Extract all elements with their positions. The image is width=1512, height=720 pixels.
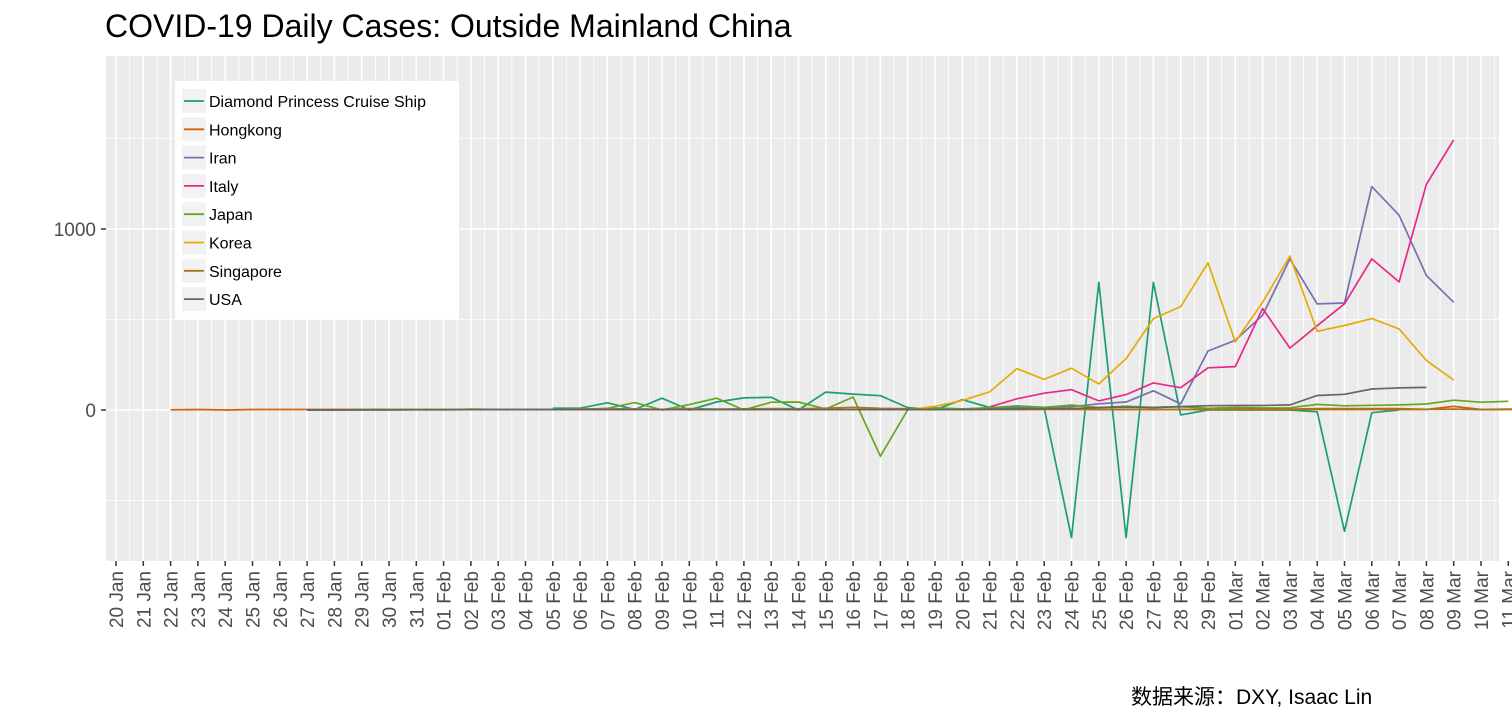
- x-tick-label: 28 Jan: [325, 571, 346, 628]
- x-tick-label: 25 Jan: [244, 571, 265, 628]
- x-tick-label: 08 Feb: [626, 571, 647, 630]
- x-tick-label: 20 Feb: [953, 571, 974, 630]
- legend-label: Italy: [209, 179, 238, 196]
- legend-label: Korea: [209, 236, 252, 253]
- x-tick-label: 27 Feb: [1144, 571, 1165, 630]
- x-tick-label: 31 Jan: [407, 571, 428, 628]
- legend-label: Singapore: [209, 264, 282, 281]
- y-axis: 0 1000: [54, 220, 106, 422]
- y-tick-label: 0: [85, 401, 96, 422]
- x-tick-label: 08 Mar: [1417, 570, 1438, 630]
- x-tick-label: 11 Feb: [708, 571, 729, 629]
- series-lines: [170, 139, 1512, 539]
- x-tick-label: 10 Mar: [1472, 570, 1493, 630]
- x-tick-label: 02 Mar: [1254, 570, 1275, 630]
- x-tick-label: 13 Feb: [762, 571, 783, 630]
- x-tick-label: 05 Feb: [544, 571, 565, 630]
- legend-label: USA: [209, 292, 242, 309]
- x-tick-label: 23 Jan: [189, 571, 210, 628]
- x-tick-label: 03 Feb: [489, 571, 510, 630]
- x-tick-label: 27 Jan: [298, 571, 319, 628]
- x-tick-label: 21 Jan: [134, 571, 155, 628]
- series-line-usa: [307, 386, 1427, 411]
- x-axis: 20 Jan 21 Jan 22 Jan 23 Jan 24 Jan 25 Jan 26 J…: [107, 561, 1512, 630]
- source-caption: 数据来源：DXY, Isaac Lin: [1131, 686, 1373, 709]
- x-tick-label: 18 Feb: [899, 571, 920, 630]
- legend-box: [175, 81, 459, 319]
- x-tick-label: 26 Jan: [271, 571, 292, 628]
- x-tick-label: 25 Feb: [1090, 571, 1111, 630]
- x-tick-label: 07 Mar: [1390, 570, 1411, 630]
- x-tick-label: 24 Jan: [216, 571, 237, 628]
- x-tick-label: 22 Feb: [1008, 571, 1029, 630]
- legend-label: Iran: [209, 151, 237, 168]
- x-tick-label: 11 Mar: [1499, 570, 1512, 628]
- x-tick-label: 01 Feb: [435, 571, 456, 630]
- series-line-korea: [907, 255, 1455, 411]
- x-tick-label: 17 Feb: [871, 571, 892, 630]
- x-tick-label: 15 Feb: [817, 571, 838, 630]
- legend-label: Diamond Princess Cruise Ship: [209, 94, 426, 111]
- x-tick-label: 01 Mar: [1226, 570, 1247, 630]
- x-tick-label: 06 Feb: [571, 571, 592, 630]
- x-tick-label: 06 Mar: [1363, 570, 1384, 630]
- x-tick-label: 04 Mar: [1308, 570, 1329, 630]
- legend-label: Japan: [209, 207, 253, 224]
- x-tick-label: 29 Feb: [1199, 571, 1220, 630]
- x-tick-label: 02 Feb: [462, 571, 483, 630]
- x-tick-label: 10 Feb: [680, 571, 701, 630]
- x-tick-label: 04 Feb: [517, 571, 538, 630]
- x-tick-label: 20 Jan: [107, 571, 128, 628]
- x-tick-label: 09 Mar: [1445, 570, 1466, 630]
- x-tick-label: 23 Feb: [1035, 571, 1056, 630]
- series-line-italy: [989, 139, 1455, 408]
- legend-label: Hongkong: [209, 122, 282, 139]
- x-tick-label: 28 Feb: [1172, 571, 1193, 630]
- x-tick-label: 26 Feb: [1117, 571, 1138, 630]
- x-tick-label: 03 Mar: [1281, 570, 1302, 630]
- x-tick-label: 07 Feb: [598, 571, 619, 630]
- x-tick-label: 19 Feb: [926, 571, 947, 630]
- x-tick-label: 24 Feb: [1063, 571, 1084, 630]
- x-tick-label: 16 Feb: [844, 571, 865, 630]
- x-tick-label: 12 Feb: [735, 571, 756, 630]
- x-tick-label: 14 Feb: [790, 571, 811, 630]
- x-tick-label: 30 Jan: [380, 571, 401, 628]
- y-tick-label: 1000: [54, 220, 96, 241]
- x-tick-label: 05 Mar: [1336, 570, 1357, 630]
- legend: Diamond Princess Cruise Ship Hongkong Iran…: [175, 81, 459, 319]
- x-tick-label: 21 Feb: [981, 571, 1002, 630]
- x-tick-label: 29 Jan: [353, 571, 374, 628]
- x-tick-label: 09 Feb: [653, 571, 674, 630]
- x-tick-label: 22 Jan: [162, 571, 183, 628]
- chart-title: COVID-19 Daily Cases: Outside Mainland C…: [105, 8, 792, 44]
